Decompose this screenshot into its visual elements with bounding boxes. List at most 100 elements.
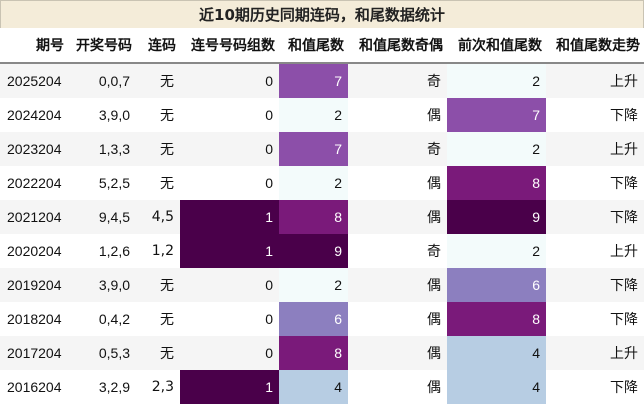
cell-trend: 上升 [546,63,644,98]
cell-trend: 下降 [546,302,644,336]
cell-parity: 偶 [348,336,447,370]
cell-lian: 无 [136,98,180,132]
cell-prev: 2 [447,63,546,98]
cell-prev: 9 [447,200,546,234]
col-header-numbers: 开奖号码 [68,28,136,64]
cell-trend: 下降 [546,200,644,234]
cell-lian: 2,3 [136,370,180,404]
cell-parity: 偶 [348,200,447,234]
col-header-groups: 连号号码组数 [180,28,279,64]
cell-tail: 7 [279,132,348,166]
col-header-parity: 和值尾数奇偶 [348,28,447,64]
cell-tail: 2 [279,98,348,132]
table-row: 2023204 1,3,3 无 0 7 奇 2 上升 [0,132,644,166]
cell-trend: 下降 [546,98,644,132]
cell-groups: 0 [180,98,279,132]
cell-parity: 偶 [348,98,447,132]
cell-lian: 无 [136,63,180,98]
cell-issue: 2017204 [0,336,68,370]
cell-prev: 4 [447,370,546,404]
cell-tail: 2 [279,166,348,200]
cell-trend: 下降 [546,166,644,200]
col-header-lian: 连码 [136,28,180,64]
cell-issue: 2025204 [0,63,68,98]
cell-trend: 下降 [546,268,644,302]
cell-numbers: 3,2,9 [68,370,136,404]
cell-numbers: 1,2,6 [68,234,136,268]
cell-tail: 7 [279,63,348,98]
cell-issue: 2022204 [0,166,68,200]
cell-numbers: 1,3,3 [68,132,136,166]
cell-lian: 4,5 [136,200,180,234]
table-row: 2025204 0,0,7 无 0 7 奇 2 上升 [0,63,644,98]
col-header-tail: 和值尾数 [279,28,348,64]
table-row: 2022204 5,2,5 无 0 2 偶 8 下降 [0,166,644,200]
table-row: 2021204 9,4,5 4,5 1 8 偶 9 下降 [0,200,644,234]
cell-trend: 下降 [546,370,644,404]
cell-lian: 无 [136,166,180,200]
cell-groups: 1 [180,234,279,268]
cell-lian: 1,2 [136,234,180,268]
cell-tail: 2 [279,268,348,302]
cell-lian: 无 [136,336,180,370]
col-header-issue: 期号 [0,28,68,64]
cell-tail: 6 [279,302,348,336]
cell-tail: 8 [279,200,348,234]
cell-trend: 上升 [546,336,644,370]
cell-numbers: 0,5,3 [68,336,136,370]
cell-numbers: 0,0,7 [68,63,136,98]
cell-groups: 0 [180,166,279,200]
cell-groups: 1 [180,200,279,234]
table-row: 2024204 3,9,0 无 0 2 偶 7 下降 [0,98,644,132]
cell-issue: 2019204 [0,268,68,302]
col-header-prev: 前次和值尾数 [447,28,546,64]
cell-prev: 8 [447,166,546,200]
cell-prev: 8 [447,302,546,336]
stats-table: 期号 开奖号码 连码 连号号码组数 和值尾数 和值尾数奇偶 前次和值尾数 和值尾… [0,28,644,404]
cell-trend: 上升 [546,132,644,166]
cell-issue: 2021204 [0,200,68,234]
cell-issue: 2020204 [0,234,68,268]
cell-lian: 无 [136,302,180,336]
cell-prev: 7 [447,98,546,132]
cell-parity: 奇 [348,63,447,98]
cell-parity: 奇 [348,132,447,166]
cell-trend: 上升 [546,234,644,268]
cell-issue: 2016204 [0,370,68,404]
table-title: 近10期历史同期连码，和尾数据统计 [0,0,644,30]
cell-parity: 偶 [348,370,447,404]
table-row: 2018204 0,4,2 无 0 6 偶 8 下降 [0,302,644,336]
cell-groups: 0 [180,268,279,302]
cell-prev: 2 [447,234,546,268]
cell-numbers: 5,2,5 [68,166,136,200]
table-row: 2017204 0,5,3 无 0 8 偶 4 上升 [0,336,644,370]
table-row: 2019204 3,9,0 无 0 2 偶 6 下降 [0,268,644,302]
cell-numbers: 0,4,2 [68,302,136,336]
cell-groups: 1 [180,370,279,404]
cell-parity: 偶 [348,302,447,336]
cell-prev: 4 [447,336,546,370]
cell-parity: 偶 [348,268,447,302]
cell-issue: 2024204 [0,98,68,132]
cell-groups: 0 [180,336,279,370]
cell-parity: 奇 [348,234,447,268]
table-row: 2020204 1,2,6 1,2 1 9 奇 2 上升 [0,234,644,268]
cell-groups: 0 [180,132,279,166]
cell-prev: 6 [447,268,546,302]
cell-numbers: 3,9,0 [68,98,136,132]
cell-tail: 8 [279,336,348,370]
header-row: 期号 开奖号码 连码 连号号码组数 和值尾数 和值尾数奇偶 前次和值尾数 和值尾… [0,28,644,64]
table-row: 2016204 3,2,9 2,3 1 4 偶 4 下降 [0,370,644,404]
cell-lian: 无 [136,268,180,302]
cell-issue: 2023204 [0,132,68,166]
cell-lian: 无 [136,132,180,166]
cell-numbers: 9,4,5 [68,200,136,234]
cell-tail: 9 [279,234,348,268]
cell-groups: 0 [180,302,279,336]
cell-parity: 偶 [348,166,447,200]
cell-prev: 2 [447,132,546,166]
cell-issue: 2018204 [0,302,68,336]
cell-groups: 0 [180,63,279,98]
cell-tail: 4 [279,370,348,404]
cell-numbers: 3,9,0 [68,268,136,302]
